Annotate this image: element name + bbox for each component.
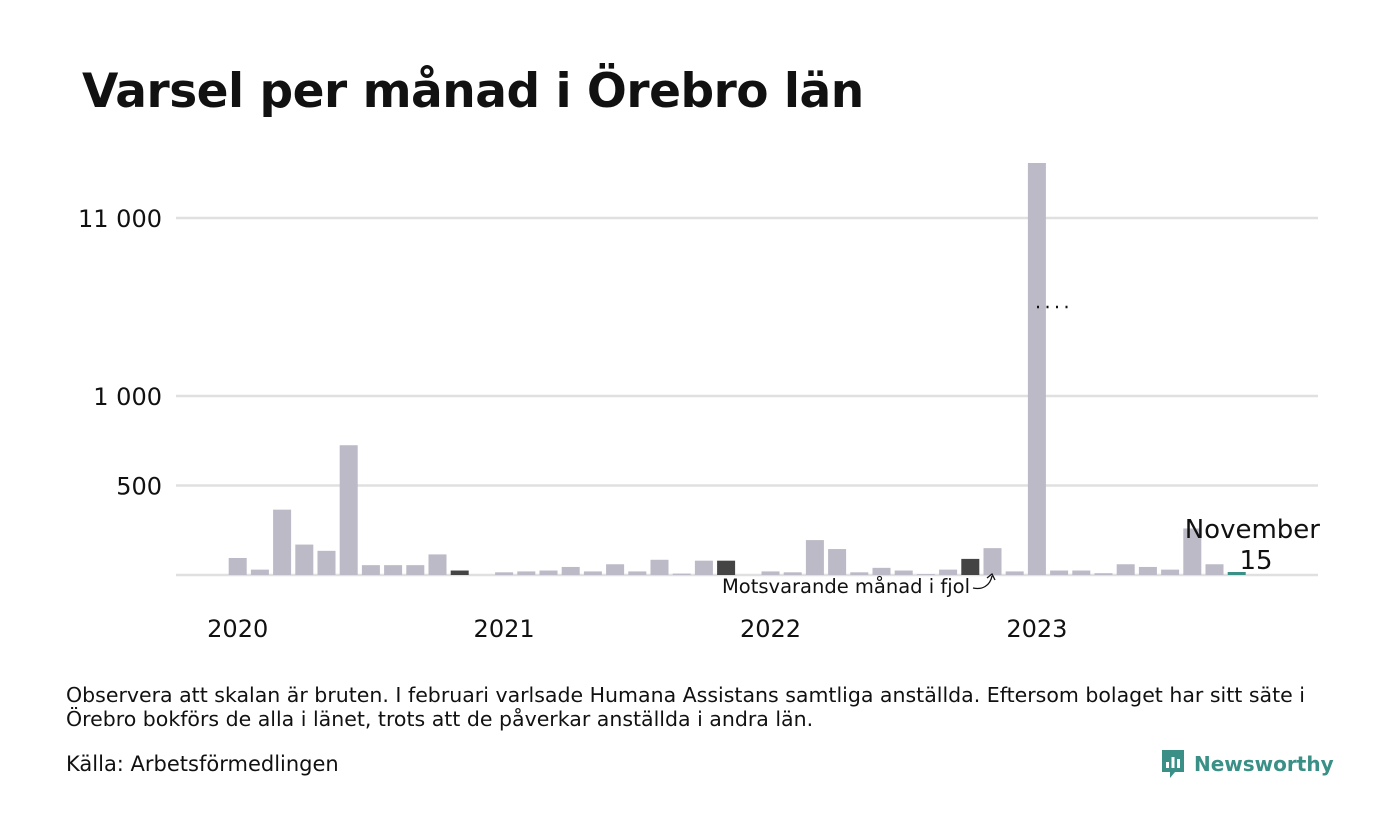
bar: [339, 445, 358, 575]
newsworthy-logo: Newsworthy: [1160, 748, 1334, 780]
last-year-arrowhead: [986, 572, 996, 581]
bar: [761, 571, 780, 575]
bar: [583, 571, 602, 575]
bar: [650, 559, 669, 575]
source-credit: Källa: Arbetsförmedlingen: [66, 752, 339, 776]
bar: [872, 567, 891, 575]
bar: [1094, 573, 1113, 575]
bar: [561, 566, 580, 575]
bar-highlight: [450, 570, 469, 575]
newsworthy-logo-icon: [1162, 750, 1184, 778]
x-axis-ticks: 2020 2021 2022 2023: [207, 615, 1067, 643]
y-axis-ticks: 11 000 1 000 500: [78, 205, 162, 501]
bar-current: [1227, 572, 1246, 575]
bar: [1161, 569, 1180, 575]
bars: [228, 163, 1246, 575]
newsworthy-logo-text: Newsworthy: [1194, 752, 1334, 776]
bar: [228, 557, 247, 575]
bar: [1205, 564, 1224, 575]
bar: [517, 571, 536, 575]
x-tick-label: 2021: [474, 615, 535, 643]
bar: [361, 565, 380, 575]
current-month-label: November: [1185, 515, 1321, 545]
last-year-annotation: Motsvarande månad i fjol: [722, 575, 970, 598]
bar: [384, 565, 403, 575]
y-tick-label: 1 000: [93, 383, 162, 411]
bar-chart: 11 000 1 000 500 2020 2021 2022 2023 November…: [78, 163, 1321, 643]
axis-break: [1037, 300, 1075, 312]
bar: [1138, 566, 1157, 575]
x-tick-label: 2022: [740, 615, 801, 643]
bar: [606, 564, 625, 575]
bar: [1005, 571, 1024, 575]
bar: [1050, 570, 1069, 575]
bar: [672, 573, 691, 575]
chart-title: Varsel per månad i Örebro län: [82, 64, 864, 119]
bar-highlight: [961, 558, 980, 575]
bar: [250, 569, 269, 575]
bar: [939, 569, 958, 575]
bar: [894, 570, 913, 575]
bar: [495, 572, 514, 575]
bar: [1027, 163, 1046, 575]
bar: [273, 509, 292, 575]
last-year-arrow: [972, 575, 993, 590]
bar: [916, 574, 935, 575]
y-tick-label: 11 000: [78, 205, 162, 233]
bar: [428, 554, 447, 575]
x-tick-label: 2020: [207, 615, 268, 643]
bar: [805, 540, 824, 575]
bar: [539, 570, 558, 575]
current-value-label: 15: [1239, 546, 1272, 576]
bar: [1072, 570, 1091, 575]
x-tick-label: 2023: [1006, 615, 1067, 643]
bar: [694, 560, 713, 575]
axis-break-gap: [1046, 300, 1072, 312]
bar: [850, 572, 869, 575]
chart-note: Observera att skalan är bruten. I februa…: [66, 683, 1305, 731]
bar: [317, 550, 336, 575]
bar: [828, 549, 847, 575]
bar: [1183, 528, 1202, 575]
bar: [983, 548, 1002, 575]
y-tick-label: 500: [116, 473, 162, 501]
bar-highlight: [717, 560, 736, 575]
bar: [628, 571, 647, 575]
bar: [1116, 564, 1135, 575]
bar: [295, 544, 314, 575]
bar: [783, 572, 802, 575]
bar: [406, 565, 425, 575]
